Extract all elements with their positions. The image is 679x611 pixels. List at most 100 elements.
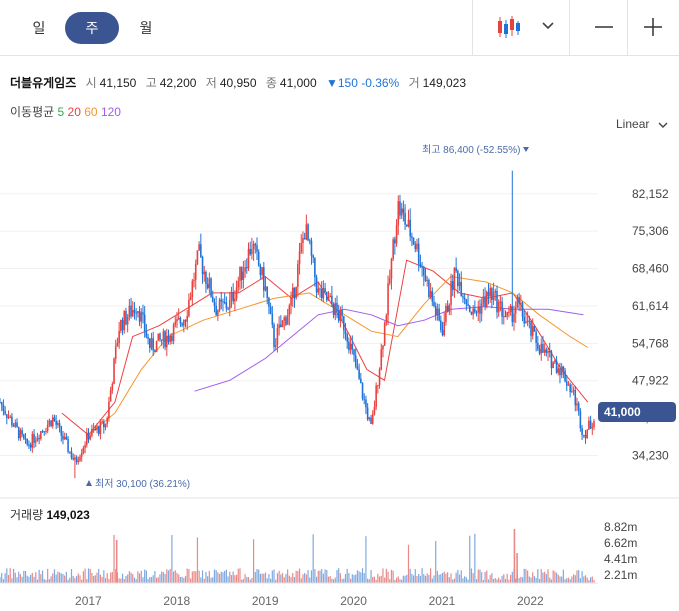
candle-body (443, 321, 446, 336)
volume-bar (115, 569, 117, 583)
volume-bar (19, 574, 22, 583)
candle-body (349, 343, 352, 351)
volume-bar (567, 577, 570, 583)
candle-body (150, 338, 153, 349)
x-tick-label: 2021 (429, 594, 456, 608)
candle-body (280, 324, 282, 328)
candle-body (508, 311, 510, 313)
volume-bar (292, 573, 294, 583)
candle-body (247, 248, 250, 269)
candle-body (48, 420, 51, 425)
volume-bar (280, 574, 282, 583)
candle-body (50, 420, 52, 427)
volume-bar (147, 578, 149, 583)
volume-bar (435, 541, 437, 583)
period-week-tab[interactable]: 주 (65, 12, 119, 44)
close-label: 종 (265, 76, 277, 90)
volume-bar (218, 573, 221, 583)
candle-body (116, 343, 119, 347)
candle-body (579, 410, 582, 429)
candle-body (60, 426, 63, 436)
low-value: 40,950 (219, 76, 257, 90)
candle-body (390, 258, 393, 279)
candle-body (155, 340, 158, 352)
scale-mode-dropdown[interactable]: Linear (616, 117, 669, 131)
candle-body (383, 323, 386, 346)
candle-body (303, 238, 306, 240)
volume-bar (387, 571, 389, 583)
chart-type-button[interactable] (496, 14, 522, 40)
candle-body (92, 429, 95, 431)
zoom-out-icon[interactable] (594, 17, 614, 37)
candle-body (542, 343, 544, 353)
candle-body (404, 212, 406, 225)
candle-body (317, 288, 320, 293)
candle-body (29, 444, 32, 448)
candle-body (448, 304, 451, 312)
volume-bar (103, 570, 105, 583)
volume-bar (448, 577, 450, 583)
volume-bar (120, 578, 122, 583)
candle-body (417, 243, 420, 264)
volume-bar (588, 579, 590, 583)
volume-bar (513, 529, 516, 583)
candle-body (11, 416, 13, 426)
chevron-down-icon[interactable] (540, 18, 556, 34)
candle-body (567, 384, 570, 386)
moving-average-legend[interactable]: 이동평균 5 20 60 120 (10, 103, 121, 120)
period-day-tab[interactable]: 일 (32, 20, 46, 36)
candle-body (79, 456, 81, 461)
volume-bar (249, 579, 251, 583)
volume-bar (276, 573, 279, 583)
volume-bar (53, 569, 56, 583)
candle-body (339, 309, 342, 321)
candle-body (297, 263, 299, 287)
candle-body (465, 299, 468, 305)
volume-bar (528, 576, 530, 583)
candle-body (525, 321, 527, 324)
volume-bar (579, 578, 581, 583)
volume-bar (198, 570, 200, 583)
candle-body (189, 297, 192, 300)
candle-body (560, 366, 563, 376)
volume-bar (77, 573, 79, 583)
volume-bar (525, 568, 527, 583)
candle-body (424, 275, 427, 281)
volume-bar (467, 579, 469, 583)
candle-body (434, 306, 437, 315)
candle-body (455, 267, 457, 271)
volume-bar (571, 576, 573, 583)
candle-body (130, 305, 132, 317)
candle-body (310, 240, 313, 256)
candle-body (177, 317, 180, 320)
volume-bar (584, 575, 587, 583)
volume-bar (115, 540, 118, 583)
volume-bar (64, 575, 66, 583)
volume-bar (297, 571, 299, 583)
period-month-tab[interactable]: 월 (139, 20, 153, 36)
candle-body (232, 292, 234, 302)
candle-body (40, 431, 42, 439)
candle-body (302, 238, 304, 243)
candle-body (118, 330, 120, 344)
volume-bar (178, 574, 180, 583)
volume-bar (67, 579, 69, 583)
volume-bar (450, 573, 452, 583)
volume-bar (24, 571, 27, 583)
volume-bar (470, 568, 473, 583)
volume-bar (508, 579, 510, 583)
candle-body (21, 430, 23, 435)
candle-body (264, 286, 267, 291)
volume-bar (252, 539, 255, 583)
candle-body (336, 303, 338, 312)
volume-bar (35, 572, 37, 583)
candle-body (244, 267, 246, 272)
candle-body (375, 385, 377, 408)
volume-bar (339, 573, 342, 583)
zoom-in-icon[interactable] (643, 17, 663, 37)
candle-body (72, 458, 74, 460)
candle-body (58, 423, 61, 427)
volume-bar (407, 544, 410, 583)
candle-body (125, 311, 127, 325)
volume-bar (154, 571, 156, 583)
